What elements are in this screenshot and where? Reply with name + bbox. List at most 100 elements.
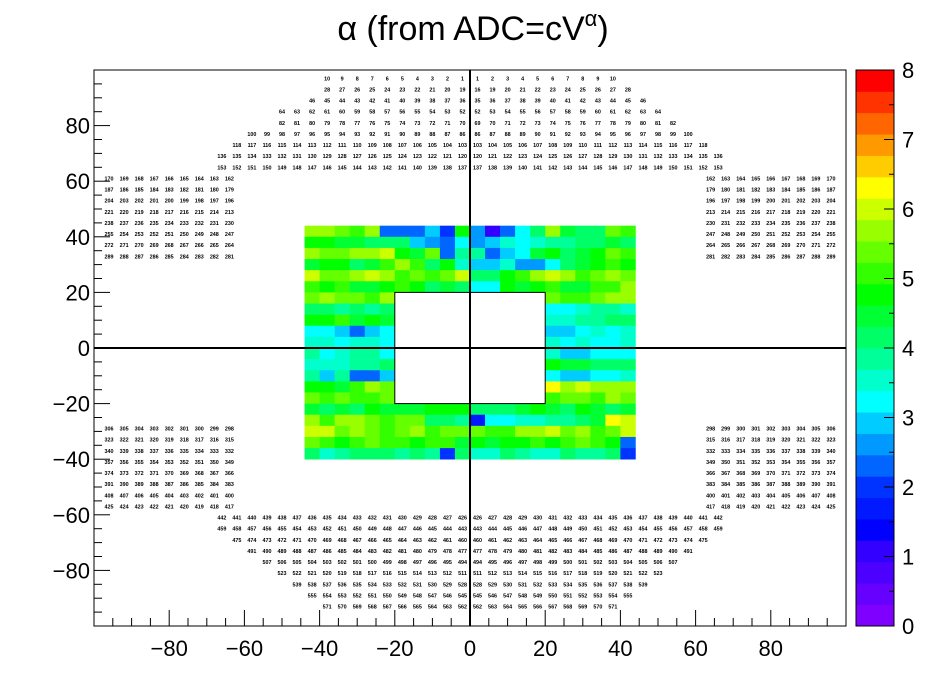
colorbar-band [856,519,894,541]
cell-label: 8 [581,76,584,82]
cell-label: 452 [608,527,617,533]
cell-label: 122 [503,154,512,160]
heatmap-cell [620,336,636,349]
heatmap-cell [560,336,576,349]
cell-label: 481 [398,549,407,555]
heatmap-cell [620,381,636,393]
cell-label: 3 [431,76,434,82]
cell-label: 141 [533,165,542,171]
cell-label: 289 [826,254,835,260]
heatmap-cell [590,303,606,315]
cell-label: 503 [608,560,617,566]
cell-label: 486 [608,549,617,555]
cell-label: 349 [706,460,715,466]
cell-label: 45 [324,99,330,105]
cell-label: 78 [339,121,345,127]
heatmap-cell [515,259,531,271]
heatmap-cell [304,436,320,449]
heatmap-cell [379,359,396,371]
colorbar-band [856,476,894,499]
cell-label: 152 [232,165,241,171]
heatmap-cell [319,370,335,382]
cell-label: 554 [323,593,332,599]
cell-label: 529 [443,582,452,588]
cell-label: 9 [341,76,344,82]
cell-label: 63 [640,110,646,116]
heatmap-cell [334,425,350,438]
heatmap-cell [394,425,411,438]
cell-label: 407 [811,493,820,499]
heatmap-cell [530,436,546,449]
cell-label: 350 [210,460,219,466]
heatmap-cell [545,236,561,249]
cell-label: 166 [165,176,174,182]
cell-label: 152 [699,165,708,171]
cell-label: 571 [323,605,332,611]
y-tick-label: −20 [53,392,90,417]
heatmap-cell [349,247,366,260]
cell-label: 445 [428,527,437,533]
cell-label: 282 [721,254,730,260]
cell-label: 338 [135,449,144,455]
heatmap-cell [364,281,381,293]
heatmap-cell [439,436,456,449]
cell-label: 469 [608,538,617,544]
heatmap-cell [364,314,381,327]
heatmap-cell [590,325,606,338]
heatmap-cell [620,392,636,404]
cell-label: 548 [413,593,422,599]
cell-label: 514 [518,571,527,577]
cell-label: 388 [781,482,790,488]
cell-label: 71 [444,121,450,127]
heatmap-cell [334,414,350,427]
cell-label: 46 [640,99,646,105]
heatmap-cell [485,247,501,260]
cell-label: 93 [354,132,360,138]
cell-label: 129 [323,154,332,160]
cell-label: 437 [638,516,647,522]
heatmap-cell [319,281,335,293]
cell-label: 72 [520,121,526,127]
heatmap-cell [485,414,501,427]
heatmap-cell [605,270,621,282]
cell-label: 255 [826,232,835,238]
cell-label: 516 [548,571,557,577]
cell-label: 24 [384,87,390,93]
cell-label: 27 [610,87,616,93]
cell-label: 134 [247,154,256,160]
heatmap-cell [590,436,606,449]
cell-label: 44 [610,99,616,105]
cell-label: 451 [593,527,602,533]
cell-label: 147 [623,165,632,171]
cell-label: 390 [120,482,129,488]
cell-label: 179 [225,188,234,194]
heatmap-cell [454,270,471,282]
colorbar-tick-label: 4 [902,336,914,361]
heatmap-cell [590,359,606,371]
cell-label: 517 [563,571,572,577]
heatmap-cell [409,259,426,271]
cell-label: 349 [225,460,234,466]
heatmap-cell [485,403,501,416]
heatmap-cell [454,225,471,238]
cell-label: 16 [475,87,481,93]
cell-label: 150 [262,165,271,171]
cell-label: 515 [398,571,407,577]
cell-label: 56 [399,110,405,116]
heatmap-cell [439,225,456,238]
cell-label: 322 [120,438,129,444]
cell-label: 164 [736,176,745,182]
heatmap-cell [485,259,501,271]
cell-label: 547 [428,593,437,599]
heatmap-cell [620,403,636,416]
cell-label: 461 [443,538,452,544]
cell-label: 134 [684,154,693,160]
cell-label: 471 [638,538,647,544]
cell-label: 352 [751,460,760,466]
cell-label: 504 [623,560,632,566]
cell-label: 551 [368,593,377,599]
heatmap-cell [515,247,531,260]
y-tick-label: 0 [78,336,90,361]
heatmap-cell [394,225,411,238]
heatmap-cell [470,436,486,449]
